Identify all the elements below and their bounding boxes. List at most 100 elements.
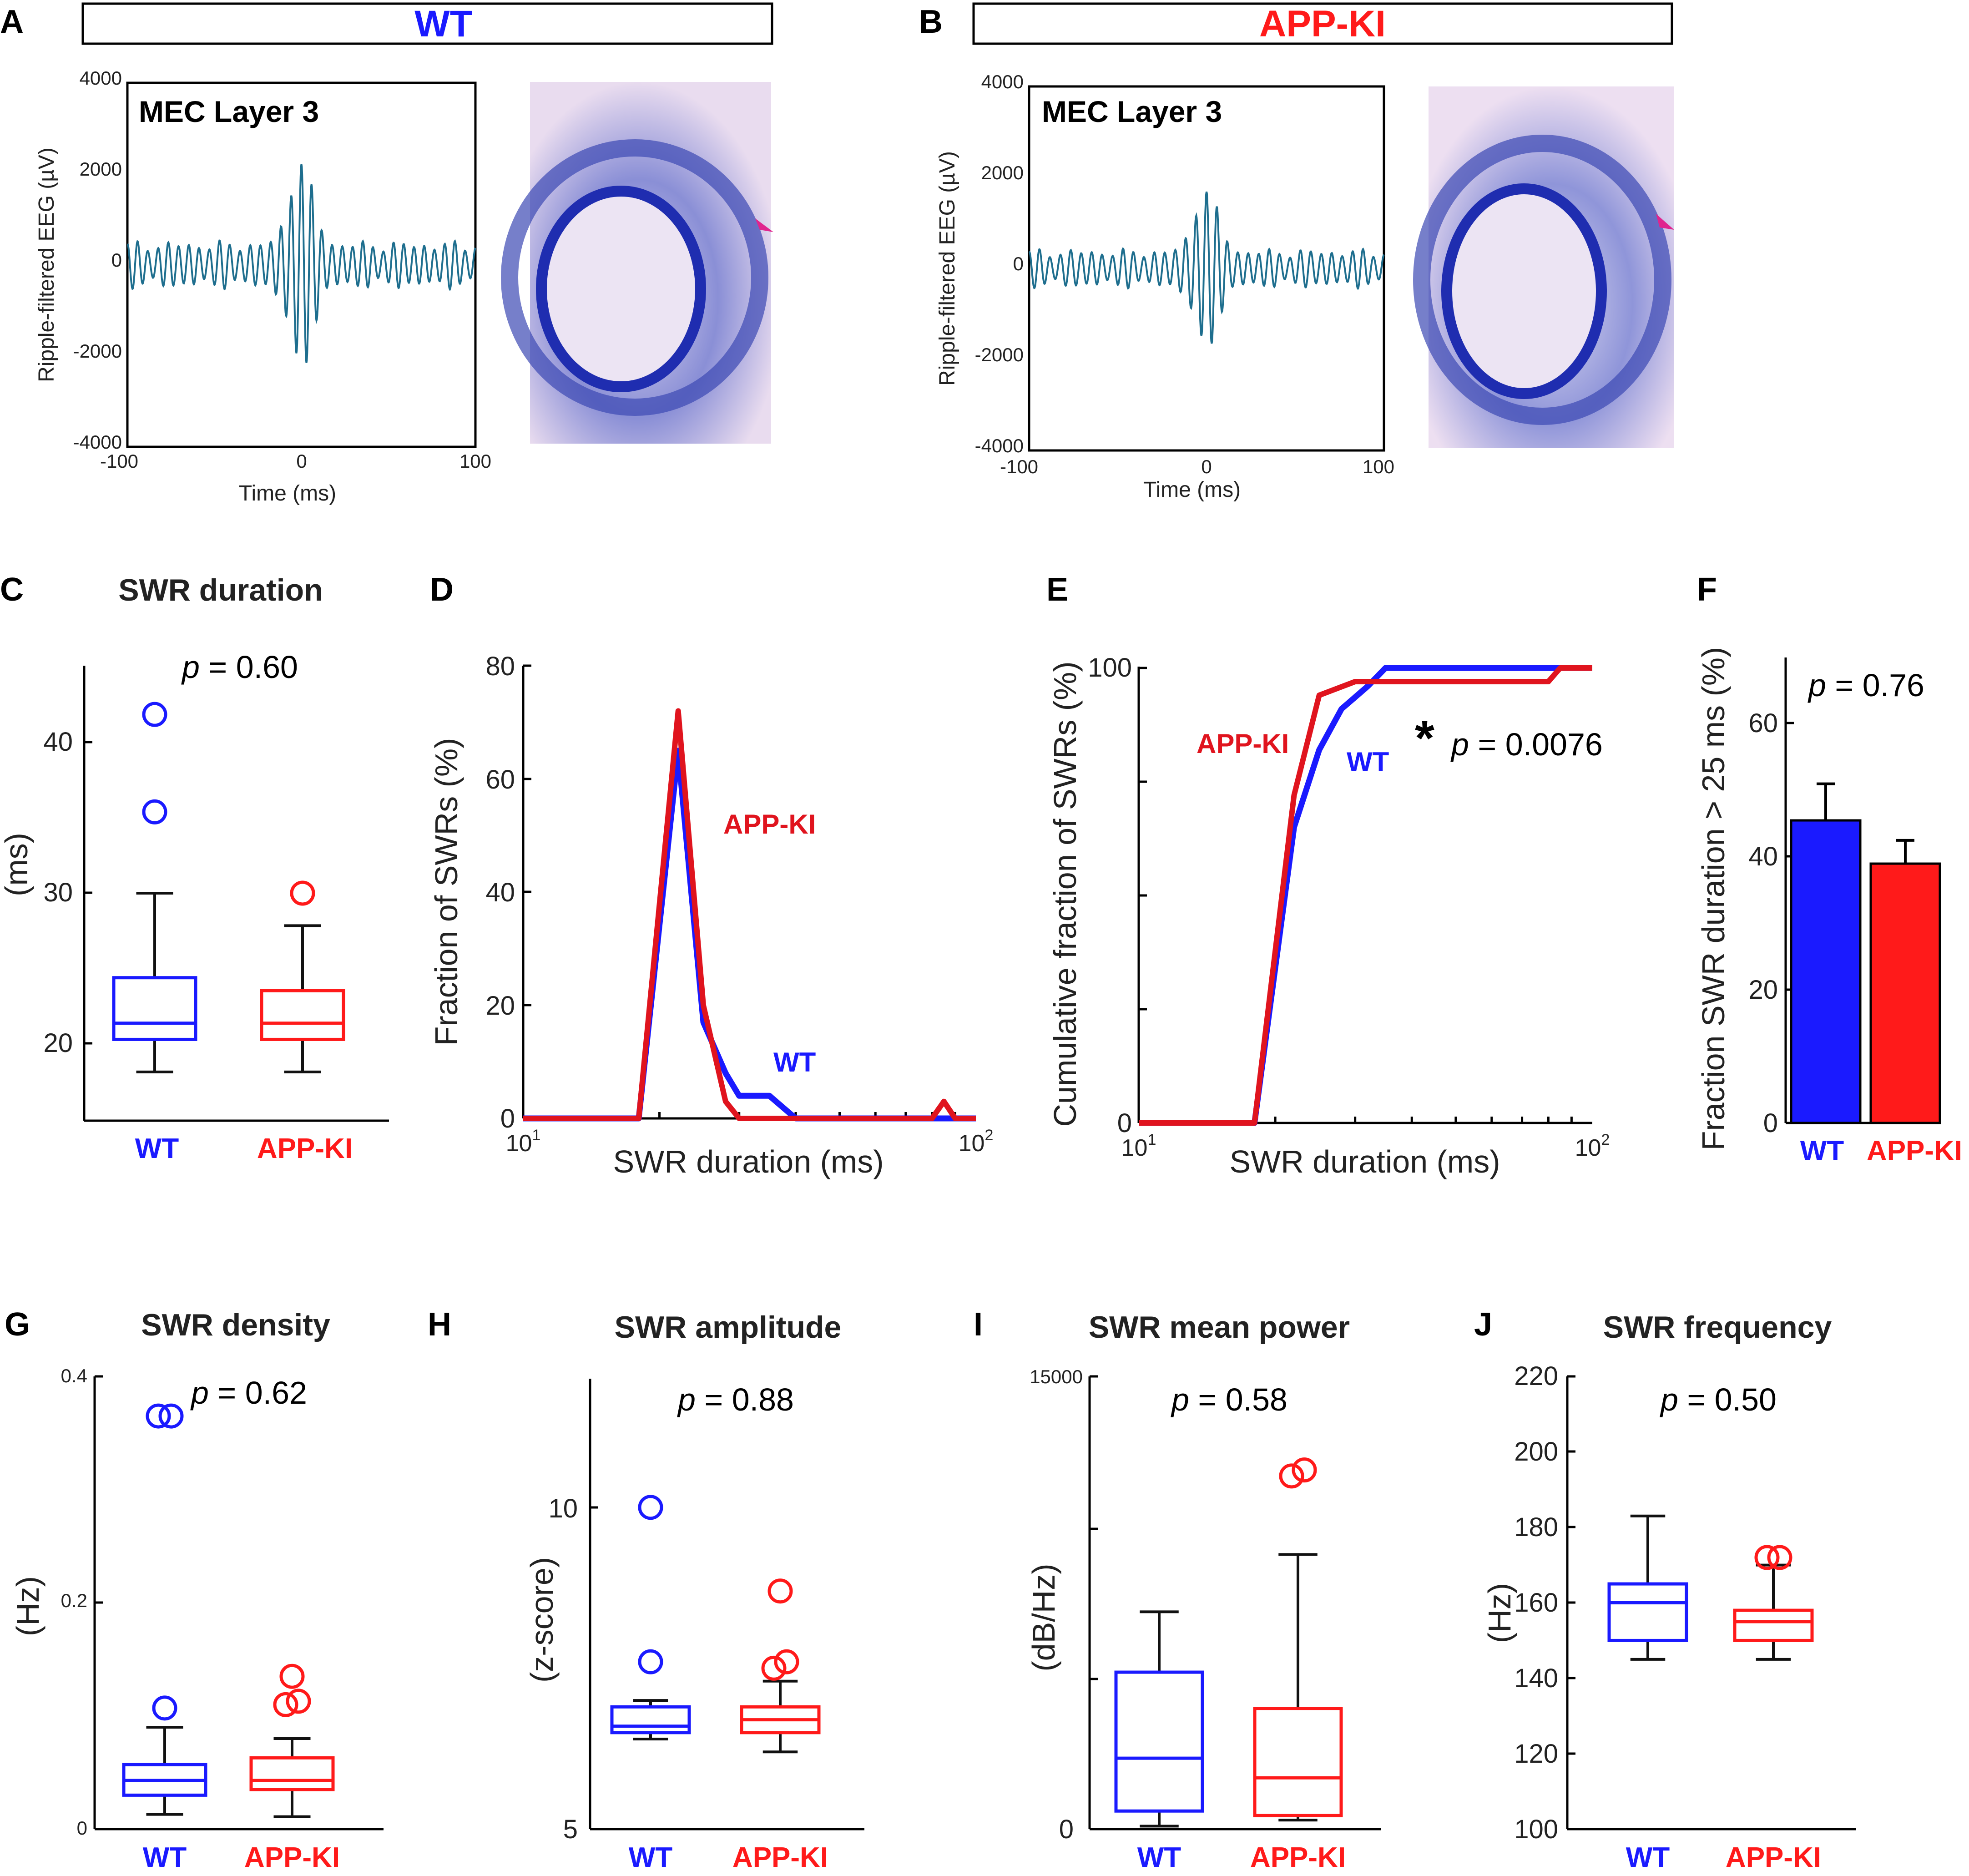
- panel-a-arrowhead: [755, 218, 773, 232]
- panel-j-ytick: 140: [1514, 1664, 1558, 1693]
- panel-b-ylabel: Ripple-filtered EEG (µV): [935, 151, 959, 386]
- outlier-point: [767, 1578, 793, 1604]
- panel-h-title: SWR amplitude: [615, 1310, 842, 1345]
- panel-h-group-wt: WT: [629, 1842, 673, 1873]
- outlier-point: [158, 1403, 184, 1429]
- panel-e-xlabel: SWR duration (ms): [1229, 1144, 1500, 1179]
- panel-i-ytick: 0: [1059, 1815, 1074, 1844]
- box-app-ki: [260, 989, 345, 1041]
- outlier-point: [273, 1692, 298, 1717]
- panel-e-ytick: 100: [1088, 653, 1132, 683]
- panel-g-ytick: 0.2: [61, 1590, 87, 1611]
- panel-label-b: B: [919, 4, 943, 40]
- panel-a-yticks: 4000 2000 0 -2000 -4000: [73, 67, 122, 453]
- panel-f-ytick: 40: [1748, 842, 1778, 871]
- bar-app-ki: [1869, 862, 1941, 1124]
- panel-d-ytick: 20: [485, 991, 515, 1021]
- panel-label-d: D: [430, 571, 454, 608]
- outlier-point: [638, 1649, 663, 1674]
- panel-g-title: SWR density: [141, 1308, 330, 1342]
- panel-d-ytick: 60: [485, 765, 515, 794]
- box-app-ki: [1733, 1608, 1814, 1642]
- outlier-point: [1292, 1457, 1317, 1483]
- panel-a-region: MEC Layer 3: [139, 95, 319, 128]
- panel-b-ytick: -4000: [975, 435, 1024, 456]
- panel-c: C SWR duration p = 0.60 (ms) 20 30 40 WT…: [0, 571, 389, 1164]
- panel-a-ytick: -2000: [73, 340, 122, 362]
- panel-h-ylabel: (z-score): [524, 1557, 560, 1683]
- panel-j: J SWR frequency p = 0.50 (Hz) 100 120 14…: [1474, 1306, 1856, 1873]
- panel-c-title: SWR duration: [118, 573, 323, 607]
- panel-i-group-wt: WT: [1137, 1842, 1181, 1873]
- outlier-point: [761, 1655, 787, 1681]
- panel-b-yticks: 4000 2000 0 -2000 -4000: [975, 71, 1024, 456]
- panel-a-xtick: 100: [459, 450, 491, 472]
- outlier-point: [279, 1664, 305, 1689]
- bar-wt: [1790, 819, 1862, 1124]
- series-line-wt: [523, 748, 976, 1122]
- panel-a-histology-core: [536, 186, 706, 392]
- outlier-point: [1754, 1545, 1780, 1570]
- panel-b-ytick: -2000: [975, 344, 1024, 365]
- panel-h: H SWR amplitude p = 0.88 (z-score) 5 10 …: [428, 1306, 864, 1873]
- panel-i: I SWR mean power p = 0.58 (dB/Hz) 0 1500…: [974, 1306, 1381, 1873]
- panel-b-region: MEC Layer 3: [1042, 95, 1222, 128]
- panel-c-group-app: APP-KI: [257, 1133, 353, 1164]
- panel-a-xtick: 0: [296, 450, 307, 472]
- panel-label-a: A: [0, 4, 24, 40]
- panel-c-ytick: 40: [43, 727, 73, 757]
- panel-b-ytick: 2000: [981, 162, 1024, 183]
- panel-e: E 0 100 101 102 SWR duration (ms) Cumula…: [1046, 571, 1610, 1179]
- panel-a-xlabel: Time (ms): [239, 481, 336, 506]
- panel-c-ytick: 30: [43, 878, 73, 907]
- panel-a-histology-ring: [501, 139, 768, 416]
- panel-h-ytick: 10: [548, 1494, 578, 1523]
- panel-i-pvalue: p = 0.58: [1171, 1382, 1287, 1417]
- panel-d-label-wt: WT: [773, 1047, 816, 1077]
- panel-e-xtick-right: 102: [1575, 1131, 1610, 1161]
- outlier-point: [286, 1689, 311, 1714]
- panel-j-ytick: 100: [1514, 1815, 1558, 1844]
- panel-a-ylabel: Ripple-filtered EEG (µV): [35, 147, 59, 382]
- panel-h-pvalue: p = 0.88: [677, 1382, 794, 1417]
- panel-c-pvalue: p = 0.60: [181, 649, 298, 685]
- outlier-point: [146, 1403, 171, 1429]
- outlier-point: [142, 799, 167, 824]
- panel-a-ytick: 2000: [80, 158, 122, 180]
- panel-b-histology-ring: [1413, 135, 1671, 425]
- panel-d: D 0 20 40 60 80 101 102 SWR duration (ms…: [429, 571, 993, 1179]
- panel-label-j: J: [1474, 1306, 1492, 1343]
- outlier-point: [1767, 1545, 1792, 1570]
- box-app-ki: [249, 1756, 335, 1791]
- panel-c-ylabel: (ms): [0, 833, 34, 896]
- panel-g-group-wt: WT: [143, 1842, 187, 1873]
- panel-d-ytick: 80: [485, 652, 515, 681]
- panel-j-group-wt: WT: [1626, 1842, 1670, 1873]
- panel-g-ytick: 0.4: [61, 1365, 87, 1386]
- panel-j-group-app: APP-KI: [1726, 1842, 1821, 1873]
- outlier-point: [638, 1495, 663, 1520]
- panel-a: A WT MEC Layer 3 4000 2000 0 -2000 -4000…: [0, 2, 773, 506]
- panel-a-trace: [126, 164, 476, 363]
- panel-f-pvalue: p = 0.76: [1807, 667, 1924, 703]
- panel-f-group-app: APP-KI: [1867, 1135, 1962, 1167]
- box-wt: [610, 1705, 691, 1734]
- panel-f-ytick: 0: [1763, 1108, 1778, 1138]
- outlier-point: [290, 880, 315, 906]
- outlier-point: [152, 1695, 177, 1721]
- panel-a-axes: [126, 81, 477, 448]
- panel-b-ytick: 0: [1013, 253, 1024, 274]
- panel-e-ytick: 0: [1117, 1108, 1132, 1138]
- panel-h-group-app: APP-KI: [732, 1842, 828, 1873]
- panel-a-header: WT: [414, 3, 472, 45]
- panel-a-ytick: -4000: [73, 431, 122, 453]
- panel-d-xlabel: SWR duration (ms): [613, 1144, 884, 1179]
- panel-e-label-wt: WT: [1347, 747, 1389, 777]
- panel-j-title: SWR frequency: [1603, 1310, 1832, 1345]
- outlier-point: [142, 702, 167, 727]
- panel-a-ytick: 0: [111, 249, 122, 271]
- series-line-app-ki: [1139, 665, 1592, 1126]
- panel-a-header-box: [81, 2, 773, 45]
- panel-d-xtick-right: 102: [959, 1127, 994, 1157]
